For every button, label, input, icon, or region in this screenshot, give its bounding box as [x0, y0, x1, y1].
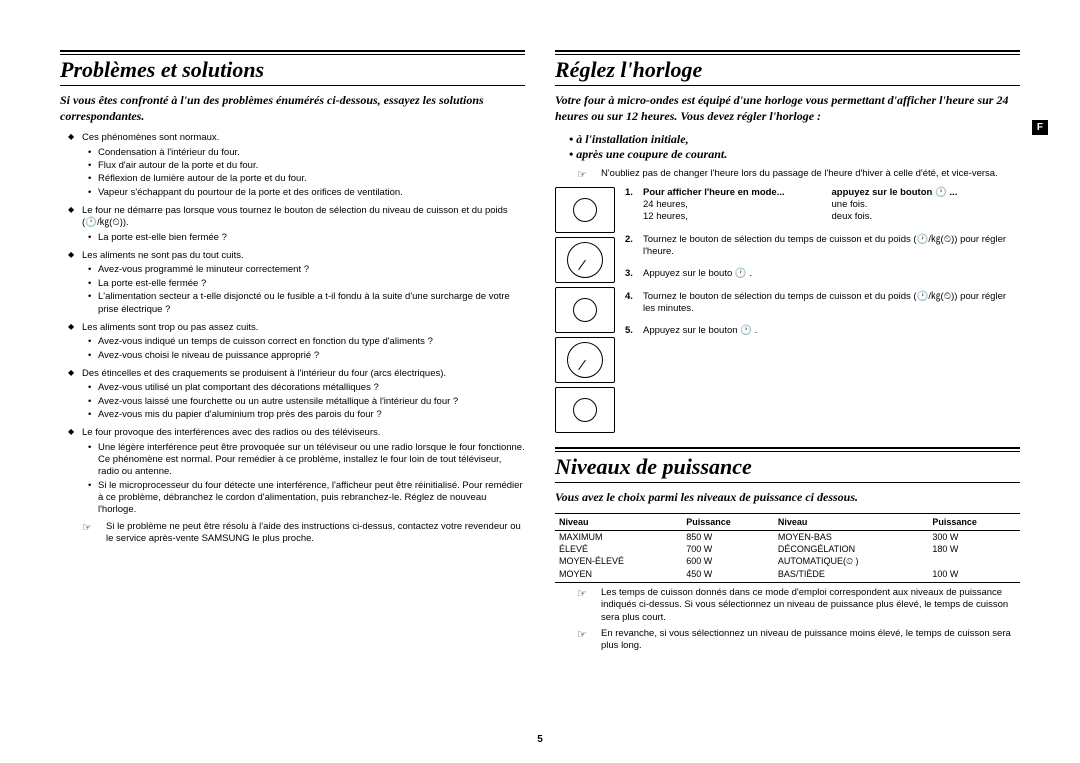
problem-item: Avez-vous indiqué un temps de cuisson co…	[88, 336, 525, 348]
clock-steps-row: 1. Pour afficher l'heure en mode...appuy…	[555, 187, 1020, 433]
problem-item: Une légère interférence peut être provoq…	[88, 442, 525, 479]
page: Problèmes et solutions Si vous êtes conf…	[0, 0, 1080, 677]
table-cell: BAS/TIÈDE	[774, 568, 929, 583]
page-number: 5	[0, 734, 1080, 745]
clock-note: N'oubliez pas de changer l'heure lors du…	[577, 168, 1020, 180]
step-1: 1. Pour afficher l'heure en mode...appuy…	[625, 187, 1020, 224]
clock-intro: Votre four à micro-ondes est équipé d'un…	[555, 92, 1020, 124]
problem-item: La porte est-elle bien fermée ?	[88, 232, 525, 244]
step-5: 5. Appuyez sur le bouton 🕐 .	[625, 325, 1020, 337]
table-cell: 700 W	[682, 543, 774, 555]
step-text: Appuyez sur le bouto 🕐 .	[643, 268, 1020, 280]
table-cell: 600 W	[682, 555, 774, 568]
problem-item: Condensation à l'intérieur du four.	[88, 147, 525, 159]
power-table: Niveau Puissance Niveau Puissance MAXIMU…	[555, 513, 1020, 583]
power-intro: Vous avez le choix parmi les niveaux de …	[555, 489, 1020, 505]
table-cell: 100 W	[928, 568, 1020, 583]
clock-bullets: à l'installation initiale, après une cou…	[569, 132, 1020, 162]
table-cell: 450 W	[682, 568, 774, 583]
step-number: 2.	[625, 234, 637, 259]
table-cell: MOYEN-ÉLEVÉ	[555, 555, 682, 568]
dial-icon	[555, 237, 615, 283]
step-number: 4.	[625, 291, 637, 316]
clock-bullet: après une coupure de courant.	[569, 147, 1020, 162]
step-number: 5.	[625, 325, 637, 337]
problem-item: Avez-vous choisi le niveau de puissance …	[88, 350, 525, 362]
power-col-level: Niveau	[774, 513, 929, 530]
table-row: MOYEN450 WBAS/TIÈDE100 W	[555, 568, 1020, 583]
table-row: MAXIMUM850 WMOYEN-BAS300 W	[555, 530, 1020, 543]
table-row: MOYEN-ÉLEVÉ600 WAUTOMATIQUE(⏲ )	[555, 555, 1020, 568]
power-col-level: Niveau	[555, 513, 682, 530]
problem-lead: Des étincelles et des craquements se pro…	[68, 368, 525, 380]
problem-item: Si le microprocesseur du four détecte un…	[88, 480, 525, 517]
step-text: Tournez le bouton de sélection du temps …	[643, 234, 1020, 259]
step1-row: deux fois.	[832, 211, 1021, 223]
problems-note: Si le problème ne peut être résolu à l'a…	[82, 521, 525, 546]
problem-item: Avez-vous laissé une fourchette ou un au…	[88, 396, 525, 408]
problem-lead: Les aliments ne sont pas du tout cuits.	[68, 250, 525, 262]
dial-icon	[555, 337, 615, 383]
step-text: Appuyez sur le bouton 🕐 .	[643, 325, 1020, 337]
button-icon	[555, 187, 615, 233]
table-cell: 180 W	[928, 543, 1020, 555]
rule	[555, 50, 1020, 55]
problem-lead: Le four provoque des interférences avec …	[68, 427, 525, 439]
right-column: Réglez l'horloge Votre four à micro-onde…	[555, 50, 1020, 657]
section-title-clock: Réglez l'horloge	[555, 57, 1020, 86]
table-cell: ÉLEVÉ	[555, 543, 682, 555]
step1-row: une fois.	[832, 199, 1021, 211]
clock-bullet: à l'installation initiale,	[569, 132, 1020, 147]
step-number: 3.	[625, 268, 637, 280]
left-column: Problèmes et solutions Si vous êtes conf…	[60, 50, 525, 657]
table-cell: MAXIMUM	[555, 530, 682, 543]
problem-item: Réflexion de lumière autour de la porte …	[88, 173, 525, 185]
section-title-power: Niveaux de puissance	[555, 454, 1020, 483]
problem-item: Avez-vous mis du papier d'aluminium trop…	[88, 409, 525, 421]
step-3: 3. Appuyez sur le bouto 🕐 .	[625, 268, 1020, 280]
problem-item: Avez-vous programmé le minuteur correcte…	[88, 264, 525, 276]
step1-row: 24 heures,	[643, 199, 832, 211]
rule	[555, 447, 1020, 452]
clock-icons	[555, 187, 615, 433]
table-cell: MOYEN	[555, 568, 682, 583]
table-cell: MOYEN-BAS	[774, 530, 929, 543]
step-text: Tournez le bouton de sélection du temps …	[643, 291, 1020, 316]
table-cell: 850 W	[682, 530, 774, 543]
problem-lead: Ces phénomènes sont normaux.	[68, 132, 525, 144]
clock-steps: 1. Pour afficher l'heure en mode...appuy…	[625, 187, 1020, 433]
table-cell	[928, 555, 1020, 568]
power-note: Les temps de cuisson donnés dans ce mode…	[577, 587, 1020, 624]
step1-row: 12 heures,	[643, 211, 832, 223]
problem-item: Vapeur s'échappant du pourtour de la por…	[88, 187, 525, 199]
power-col-power: Puissance	[682, 513, 774, 530]
language-badge: F	[1032, 120, 1048, 135]
power-col-power: Puissance	[928, 513, 1020, 530]
table-cell: AUTOMATIQUE(⏲ )	[774, 555, 929, 568]
problem-item: L'alimentation secteur a t-elle disjonct…	[88, 291, 525, 316]
step-4: 4.Tournez le bouton de sélection du temp…	[625, 291, 1020, 316]
problem-lead: Le four ne démarre pas lorsque vous tour…	[68, 205, 525, 230]
rule	[60, 50, 525, 55]
button-icon	[555, 287, 615, 333]
step1-head-b: appuyez sur le bouton 🕐 ...	[832, 187, 1021, 199]
step-number: 1.	[625, 187, 637, 224]
problem-item: Avez-vous utilisé un plat comportant des…	[88, 382, 525, 394]
problem-lead: Les aliments sont trop ou pas assez cuit…	[68, 322, 525, 334]
step-2: 2.Tournez le bouton de sélection du temp…	[625, 234, 1020, 259]
problems-intro: Si vous êtes confronté à l'un des problè…	[60, 92, 525, 124]
step1-head-a: Pour afficher l'heure en mode...	[643, 187, 832, 199]
problem-item: Flux d'air autour de la porte et du four…	[88, 160, 525, 172]
table-cell: DÉCONGÉLATION	[774, 543, 929, 555]
button-icon	[555, 387, 615, 433]
power-note: En revanche, si vous sélectionnez un niv…	[577, 628, 1020, 653]
problem-item: La porte est-elle fermée ?	[88, 278, 525, 290]
section-title-problems: Problèmes et solutions	[60, 57, 525, 86]
table-cell: 300 W	[928, 530, 1020, 543]
table-row: ÉLEVÉ700 WDÉCONGÉLATION180 W	[555, 543, 1020, 555]
